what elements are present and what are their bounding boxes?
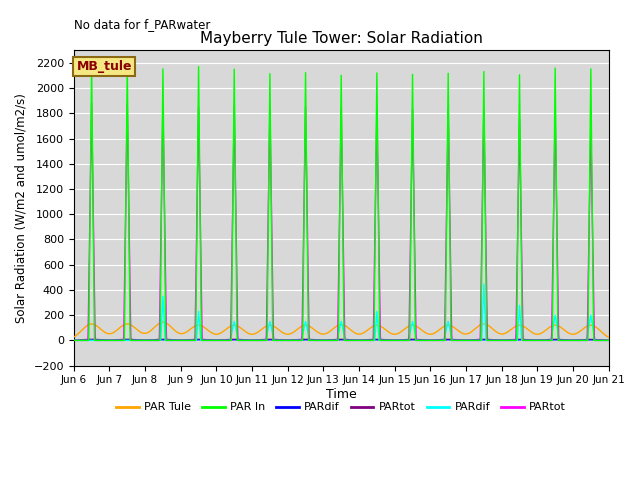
X-axis label: Time: Time	[326, 388, 356, 401]
Legend: PAR Tule, PAR In, PARdif, PARtot, PARdif, PARtot: PAR Tule, PAR In, PARdif, PARtot, PARdif…	[112, 398, 570, 417]
Title: Mayberry Tule Tower: Solar Radiation: Mayberry Tule Tower: Solar Radiation	[200, 31, 483, 46]
Text: MB_tule: MB_tule	[76, 60, 132, 72]
Y-axis label: Solar Radiation (W/m2 and umol/m2/s): Solar Radiation (W/m2 and umol/m2/s)	[15, 93, 28, 323]
Text: No data for f_PARwater: No data for f_PARwater	[74, 18, 210, 31]
